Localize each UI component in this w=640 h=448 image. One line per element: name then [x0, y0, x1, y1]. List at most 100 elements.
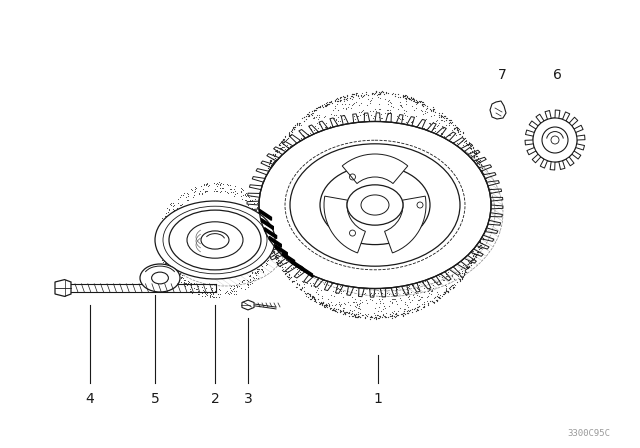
Point — [196, 215, 206, 223]
Point — [315, 158, 325, 165]
Point — [284, 258, 294, 265]
Point — [278, 169, 288, 176]
Point — [284, 151, 294, 158]
Point — [306, 157, 316, 164]
Point — [218, 184, 228, 191]
Point — [223, 181, 234, 189]
Point — [480, 193, 490, 200]
Point — [569, 130, 579, 138]
Point — [259, 214, 269, 221]
Point — [325, 161, 335, 168]
Point — [272, 259, 282, 267]
Point — [302, 289, 312, 296]
Point — [477, 229, 488, 237]
Point — [274, 147, 284, 154]
Point — [323, 304, 333, 311]
Point — [390, 277, 400, 284]
Point — [375, 297, 385, 305]
Point — [222, 224, 232, 231]
Point — [562, 149, 572, 156]
Point — [218, 219, 228, 226]
Point — [481, 211, 491, 219]
Point — [289, 125, 299, 133]
Point — [396, 103, 406, 110]
Point — [166, 262, 176, 269]
Point — [159, 237, 169, 245]
Point — [155, 227, 165, 234]
Point — [568, 129, 579, 136]
Point — [225, 181, 235, 188]
Point — [425, 283, 435, 290]
Point — [374, 90, 384, 97]
Point — [262, 172, 273, 179]
Point — [294, 183, 304, 190]
Polygon shape — [291, 259, 303, 271]
Point — [191, 249, 201, 256]
Point — [280, 148, 291, 155]
Point — [155, 229, 165, 236]
Point — [301, 220, 312, 228]
Point — [401, 129, 412, 136]
Point — [481, 174, 491, 181]
Point — [300, 189, 310, 196]
Point — [264, 179, 274, 186]
Point — [303, 110, 314, 117]
Point — [350, 286, 360, 293]
Point — [420, 241, 430, 249]
Point — [232, 225, 242, 233]
Point — [266, 157, 276, 164]
Point — [260, 224, 271, 232]
Point — [436, 112, 447, 120]
Point — [529, 134, 540, 141]
Point — [300, 139, 310, 146]
Point — [303, 290, 314, 297]
Point — [327, 241, 337, 249]
Point — [275, 140, 285, 147]
Point — [207, 216, 218, 224]
Point — [317, 139, 328, 146]
Point — [307, 160, 317, 168]
Point — [159, 237, 169, 244]
Point — [294, 150, 304, 157]
Point — [198, 286, 208, 293]
Point — [534, 146, 544, 154]
Point — [303, 111, 313, 118]
Polygon shape — [269, 237, 281, 247]
Point — [191, 247, 202, 254]
Point — [474, 158, 484, 165]
Point — [452, 139, 462, 146]
Point — [379, 302, 389, 310]
Point — [563, 129, 573, 137]
Point — [280, 263, 290, 271]
Point — [274, 227, 284, 234]
Point — [228, 243, 239, 250]
Point — [369, 314, 379, 321]
Point — [441, 283, 451, 290]
Point — [403, 295, 413, 302]
Point — [285, 152, 296, 159]
Point — [335, 96, 345, 103]
Point — [255, 215, 265, 223]
Point — [259, 180, 269, 187]
Point — [433, 267, 444, 274]
Point — [467, 260, 477, 267]
Point — [400, 137, 410, 144]
Point — [268, 161, 278, 168]
Point — [165, 258, 175, 265]
Point — [539, 121, 549, 128]
Point — [163, 209, 173, 216]
Point — [460, 188, 470, 195]
Point — [428, 284, 438, 292]
Point — [404, 95, 414, 102]
Point — [197, 284, 207, 291]
Point — [370, 90, 380, 97]
Point — [380, 276, 390, 283]
Point — [260, 215, 271, 222]
Point — [423, 278, 433, 285]
Point — [182, 280, 193, 287]
Point — [444, 256, 454, 263]
Point — [427, 211, 437, 219]
Point — [431, 165, 441, 172]
Point — [312, 119, 322, 126]
Point — [203, 251, 213, 258]
